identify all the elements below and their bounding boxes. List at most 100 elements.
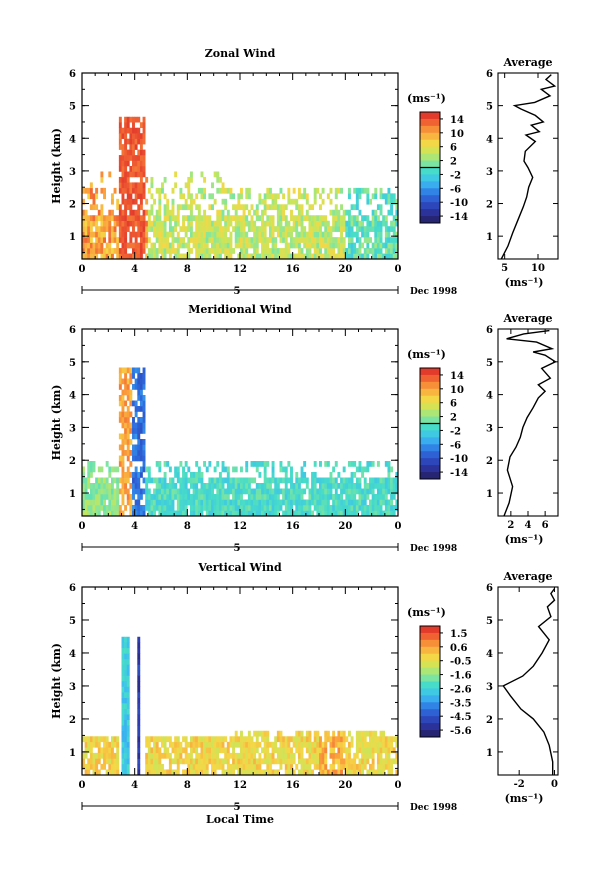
y-tick-label: 3 — [69, 423, 76, 434]
y-tick-label: 6 — [69, 583, 76, 594]
y-tick-label: 1 — [69, 489, 76, 500]
date-month-label: Dec 1998 — [410, 287, 457, 297]
colorbar-segment — [420, 202, 440, 210]
avg-y-tick-label: 2 — [486, 715, 493, 726]
colorbar-segment — [420, 139, 440, 148]
colorbar-segment — [420, 423, 440, 431]
x-tick-label: 4 — [131, 264, 138, 275]
y-tick-label: 3 — [69, 167, 76, 178]
avg-x-tick-label: -2 — [514, 779, 525, 790]
colorbar-segment — [420, 709, 440, 717]
colorbar-tick-label: 10 — [450, 385, 464, 396]
colorbar-segment — [420, 626, 440, 634]
colorbar-segment — [420, 153, 440, 161]
x-tick-label: 20 — [338, 780, 352, 791]
x-tick-label: 8 — [184, 264, 191, 275]
x-tick-label: 16 — [286, 521, 300, 532]
colorbar-segment — [420, 716, 440, 724]
panel-title: Meridional Wind — [188, 303, 292, 316]
avg-y-tick-label: 5 — [486, 358, 493, 369]
heatmap-field — [82, 367, 399, 517]
avg-y-tick-label: 1 — [486, 748, 493, 759]
avg-y-tick-label: 1 — [486, 232, 493, 243]
colorbar-tick-label: -5.6 — [450, 726, 472, 737]
colorbar-segment — [420, 174, 440, 182]
average-profile-line — [500, 74, 557, 260]
y-tick-label: 2 — [69, 456, 76, 467]
colorbar-unit: (ms⁻¹) — [407, 606, 446, 619]
colorbar-segment — [420, 167, 440, 175]
colorbar-segment — [420, 458, 440, 466]
colorbar-segment — [420, 472, 440, 480]
colorbar-segment — [420, 702, 440, 710]
colorbar-segment — [420, 653, 440, 662]
colorbar-segment — [420, 430, 440, 438]
colorbar-segment — [420, 125, 440, 134]
avg-y-tick-label: 4 — [486, 134, 493, 145]
colorbar-tick-label: -6 — [450, 440, 461, 451]
colorbar-segment — [420, 374, 440, 383]
avg-x-tick-label: 0 — [551, 779, 558, 790]
avg-y-tick-label: 3 — [486, 423, 493, 434]
x-tick-label: 4 — [131, 521, 138, 532]
panel-title: Vertical Wind — [197, 561, 282, 574]
colorbar-tick-label: 10 — [450, 129, 464, 140]
avg-y-tick-label: 6 — [486, 583, 493, 594]
colorbar-frame — [419, 625, 441, 738]
colorbar-tick-label: 14 — [450, 371, 464, 382]
date-month-label: Dec 1998 — [410, 803, 457, 813]
average-profile-line — [502, 588, 556, 775]
x-tick-label: 20 — [338, 521, 352, 532]
colorbar-segment — [420, 195, 440, 203]
avg-y-tick-label: 1 — [486, 489, 493, 500]
x-tick-label: 20 — [338, 264, 352, 275]
average-x-label: (ms⁻¹) — [505, 533, 544, 546]
y-tick-label: 5 — [69, 616, 76, 627]
avg-y-tick-label: 5 — [486, 616, 493, 627]
x-tick-label: 16 — [286, 264, 300, 275]
average-x-label: (ms⁻¹) — [505, 792, 544, 805]
y-axis-label: Height (km) — [50, 128, 63, 204]
colorbar-segment — [420, 437, 440, 445]
colorbar-segment — [420, 723, 440, 731]
average-frame — [497, 72, 559, 260]
y-tick-label: 6 — [69, 325, 76, 336]
x-tick-label: 0 — [79, 264, 86, 275]
colorbar-segment — [420, 451, 440, 459]
colorbar-unit: (ms⁻¹) — [407, 348, 446, 361]
colorbar-segment — [420, 146, 440, 155]
heatmap-field — [82, 116, 399, 260]
colorbar-unit: (ms⁻¹) — [407, 92, 446, 105]
colorbar-tick-label: -14 — [450, 212, 468, 223]
colorbar-segment — [420, 112, 440, 120]
colorbar-segment — [420, 409, 440, 417]
x-tick-label: 0 — [395, 264, 402, 275]
x-tick-label: 0 — [395, 521, 402, 532]
colorbar-tick-label: -0.5 — [450, 657, 472, 668]
y-axis-label: Height (km) — [50, 643, 63, 719]
colorbar-segment — [420, 395, 440, 404]
colorbar-tick-label: -2 — [450, 170, 461, 181]
colorbar-tick-label: 0.6 — [450, 643, 467, 654]
colorbar-segment — [420, 160, 440, 168]
colorbar-segment — [420, 188, 440, 196]
y-tick-label: 2 — [69, 200, 76, 211]
colorbar-segment — [420, 181, 440, 189]
avg-x-tick-label: 4 — [525, 520, 532, 531]
x-tick-label: 12 — [233, 780, 247, 791]
colorbar-segment — [420, 730, 440, 738]
colorbar-tick-label: -14 — [450, 468, 468, 479]
colorbar-tick-label: -3.5 — [450, 698, 472, 709]
x-tick-label: 8 — [184, 521, 191, 532]
colorbar-segment — [420, 681, 440, 689]
colorbar-tick-label: 2 — [450, 413, 457, 424]
colorbar-tick-label: -2.6 — [450, 684, 472, 695]
avg-y-tick-label: 4 — [486, 391, 493, 402]
average-title: Average — [502, 56, 552, 69]
x-tick-label: 4 — [131, 780, 138, 791]
colorbar-tick-label: -10 — [450, 198, 468, 209]
colorbar-tick-label: 6 — [450, 399, 457, 410]
colorbar-segment — [420, 667, 440, 675]
